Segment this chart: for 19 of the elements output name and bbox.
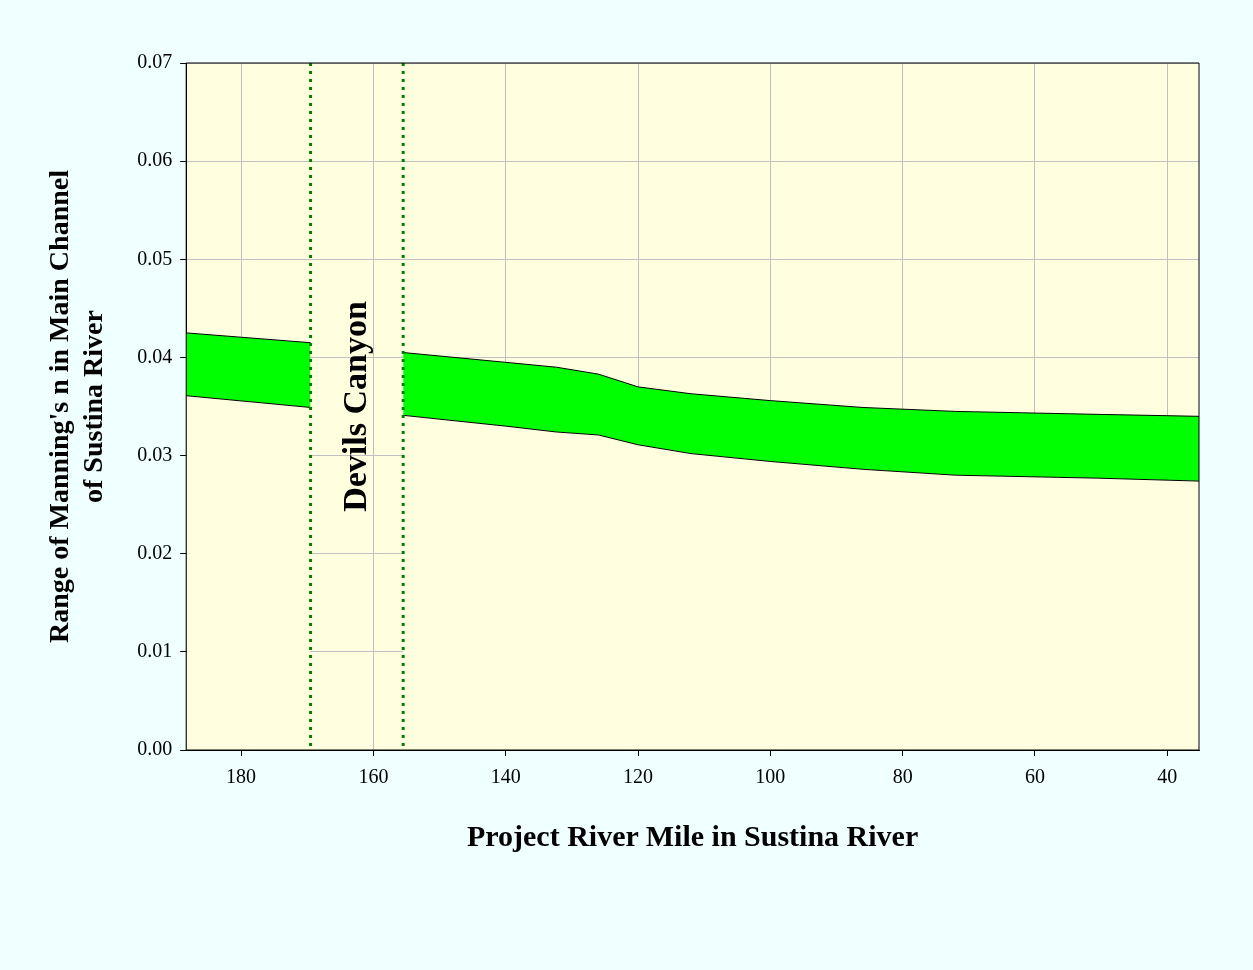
x-tick-label: 160 [358, 765, 389, 788]
y-tick-label: 0.00 [137, 737, 173, 760]
x-tick-label: 100 [755, 765, 786, 788]
y-tick-label: 0.04 [137, 344, 173, 367]
x-tick-label: 60 [1024, 765, 1045, 788]
x-axis-title: Project River Mile in Sustina River [466, 818, 919, 852]
y-tick-label: 0.03 [137, 442, 173, 465]
x-tick-label: 140 [490, 765, 521, 788]
y-tick-label: 0.01 [137, 639, 173, 662]
y-tick-label: 0.05 [137, 246, 173, 269]
y-axis-title: Range of Manning's n in Main Channel of Sustina River [43, 169, 108, 643]
y-tick-label: 0.02 [137, 540, 173, 563]
x-tick-label: 180 [226, 765, 257, 788]
annotation: Devils Canyon [335, 301, 373, 512]
y-tick-label: 0.06 [137, 148, 173, 171]
x-tick-label: 40 [1157, 765, 1178, 788]
y-tick-label: 0.07 [137, 50, 173, 73]
x-tick-label: 80 [892, 765, 913, 788]
x-tick-label: 120 [623, 765, 654, 788]
